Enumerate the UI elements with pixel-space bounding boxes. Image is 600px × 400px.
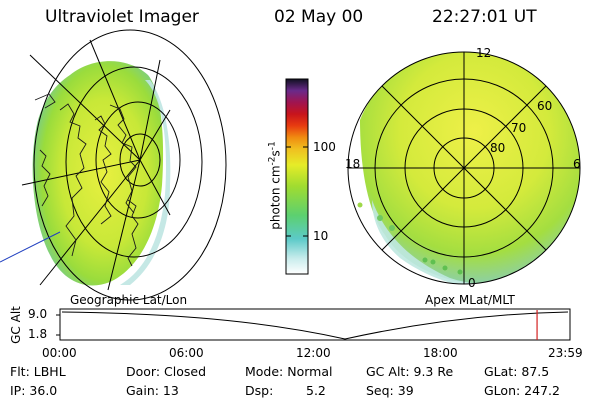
observation-date: 02 May 00 — [274, 7, 364, 27]
door-status: Door: Closed — [126, 364, 207, 379]
mlat-label-80: 80 — [490, 141, 506, 155]
mlat-label-60: 60 — [537, 99, 553, 113]
mode-value: Mode: Normal — [245, 364, 333, 379]
mlt-label-0: 0 — [468, 276, 476, 290]
apex-label: Apex MLat/MLT — [425, 293, 515, 307]
timeline-y-label: GC Alt — [9, 306, 23, 344]
dsp-label: Dsp: — [245, 383, 274, 398]
gain-value: Gain: 13 — [126, 383, 179, 398]
timeline-xtick-1800: 18:00 — [423, 346, 458, 360]
seq-value: Seq: 39 — [366, 383, 414, 398]
ip-value: IP: 36.0 — [10, 383, 58, 398]
mlat-label-70: 70 — [511, 121, 527, 135]
colorbar-tick-100: 100 — [313, 140, 336, 154]
geographic-label: Geographic Lat/Lon — [70, 293, 188, 307]
dsp-value: 5.2 — [306, 383, 326, 398]
gc-alt-value: GC Alt: 9.3 Re — [366, 364, 454, 379]
timeline-xtick-0600: 06:00 — [169, 346, 204, 360]
timeline-ytick-high: 9.0 — [28, 307, 48, 321]
filter-value: Flt: LBHL — [10, 364, 66, 379]
glat-value: GLat: 87.5 — [484, 364, 550, 379]
glon-value: GLon: 247.2 — [484, 383, 560, 398]
mlt-label-18: 18 — [345, 157, 361, 171]
colorbar-tick-10: 10 — [313, 229, 329, 243]
timeline-ytick-low: 1.8 — [28, 327, 48, 341]
observation-time: 22:27:01 UT — [432, 7, 537, 27]
instrument-title: Ultraviolet Imager — [45, 7, 199, 27]
timeline-xtick-0000: 00:00 — [42, 346, 77, 360]
mlt-label-12: 12 — [476, 46, 492, 60]
timeline-xtick-2359: 23:59 — [548, 346, 583, 360]
timeline-xtick-1200: 12:00 — [296, 346, 331, 360]
mlt-label-6: 6 — [573, 157, 581, 171]
